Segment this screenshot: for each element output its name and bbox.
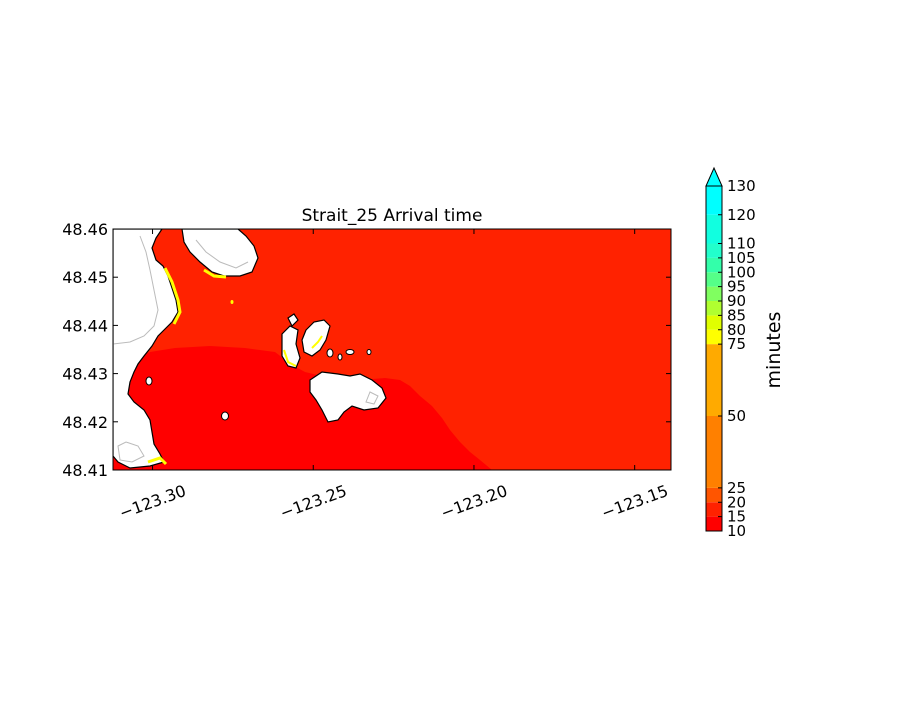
colorbar-tick-label: 100 — [727, 263, 756, 281]
northern-headland-land — [181, 229, 259, 277]
colorbar-tick-label: 95 — [727, 278, 746, 296]
chart-title: Strait_25 Arrival time — [302, 206, 483, 226]
colorbar-segment — [706, 416, 722, 488]
y-tick-label: 48.45 — [62, 268, 108, 287]
y-tick-label: 48.43 — [62, 365, 108, 384]
land-contour — [113, 235, 159, 345]
colorbar-extend-arrow — [705, 166, 723, 187]
island-large-contour — [365, 391, 379, 405]
colorbar-segment — [706, 487, 722, 503]
colorbar-segment — [706, 329, 722, 345]
colorbar-tick-label: 110 — [727, 235, 756, 253]
colorbar-segment — [706, 344, 722, 416]
colorbar-tick-label: 20 — [727, 493, 746, 511]
plot-frame — [112, 228, 672, 471]
land-contour-north — [195, 239, 249, 269]
colorbar-tick-label: 130 — [727, 177, 756, 195]
map-plot-area — [113, 229, 671, 470]
y-tick-label: 48.46 — [62, 220, 108, 239]
colorbar-tick-label: 105 — [727, 249, 756, 267]
island-large — [309, 371, 387, 423]
x-tick-label: −123.20 — [438, 481, 510, 523]
y-axis: 48.41 48.42 48.43 48.44 48.45 48.46 — [62, 220, 671, 480]
colorbar-segment — [706, 272, 722, 287]
arrival-band-10-15 — [113, 346, 492, 470]
islet-4 — [366, 349, 372, 355]
x-tick-label: −123.15 — [599, 481, 671, 523]
colorbar-tick-label: 80 — [727, 321, 746, 339]
colorbar-label: minutes — [763, 312, 785, 389]
islet-3 — [345, 349, 355, 355]
island-middle-fringe — [311, 335, 323, 349]
colorbar-segment — [706, 502, 722, 517]
west-coast-fringe — [163, 267, 182, 325]
colorbar-tick-label: 75 — [727, 335, 746, 353]
colorbar-segment — [706, 186, 722, 215]
colorbar-tick-label: 50 — [727, 407, 746, 425]
colorbar-tick-label: 25 — [727, 479, 746, 497]
islet-2 — [337, 353, 343, 361]
y-tick-label: 48.41 — [62, 461, 108, 480]
colorbar-segment — [706, 214, 722, 244]
colorbar-segment — [706, 243, 722, 258]
colorbar-tick-label: 120 — [727, 206, 756, 224]
island-north-small — [287, 313, 299, 328]
yellow-speck — [230, 300, 234, 304]
islet-west — [145, 376, 153, 386]
colorbar-tick-label: 15 — [727, 508, 746, 526]
headland-fringe — [203, 268, 227, 279]
x-tick-label: −123.25 — [278, 481, 350, 523]
colorbar-tick-label: 90 — [727, 292, 746, 310]
colorbar-segment — [706, 516, 722, 531]
x-tick-label: −123.30 — [117, 481, 189, 523]
y-tick-label: 48.44 — [62, 316, 108, 335]
island-middle — [301, 319, 331, 357]
island-west-fringe — [283, 349, 297, 367]
colorbar-frame — [705, 185, 723, 532]
y-tick-label: 48.42 — [62, 413, 108, 432]
colorbar-tick-label: 85 — [727, 306, 746, 324]
land-contour-south — [117, 441, 145, 463]
colorbar-segment — [706, 315, 722, 330]
colorbar-segment — [706, 301, 722, 316]
colorbar-segment — [706, 257, 722, 273]
islet-south — [221, 411, 229, 421]
colorbar-tick-label: 10 — [727, 522, 746, 540]
colorbar-segment — [706, 286, 722, 301]
west-coast-fringe-south — [147, 456, 168, 466]
islet-1 — [326, 348, 334, 358]
